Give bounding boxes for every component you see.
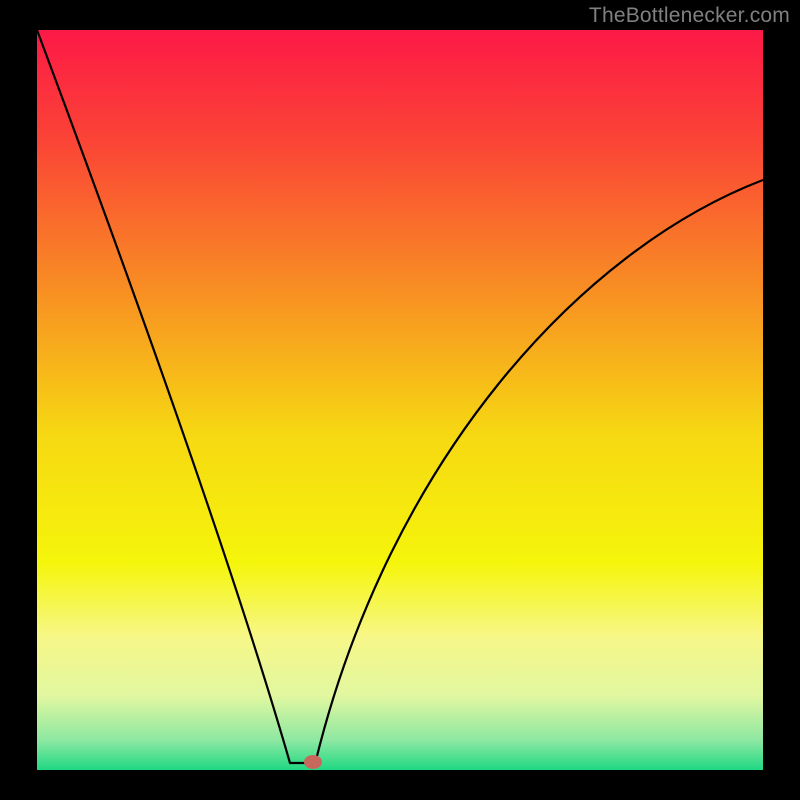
- bottleneck-chart: [0, 0, 800, 800]
- watermark-text: TheBottlenecker.com: [589, 4, 790, 28]
- plot-background: [37, 30, 763, 770]
- optimal-point-marker: [304, 755, 322, 769]
- chart-stage: TheBottlenecker.com: [0, 0, 800, 800]
